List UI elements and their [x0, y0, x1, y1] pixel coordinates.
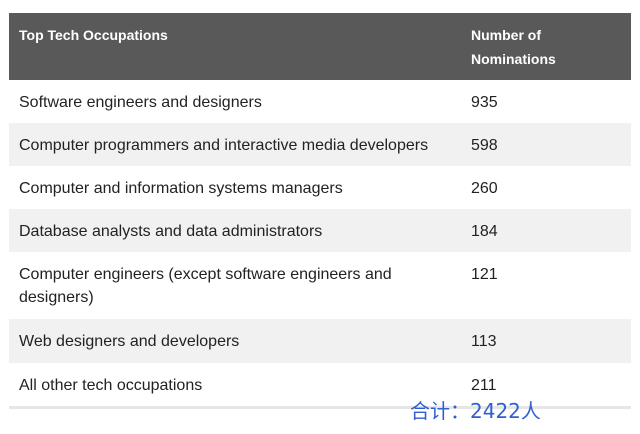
table-row: Database analysts and data administrator… — [9, 209, 631, 252]
total-annotation: 合计：2422人 — [410, 399, 541, 423]
table-row: All other tech occupations 211 — [9, 363, 631, 406]
table-bottom-border — [9, 406, 631, 409]
nominations-cell: 260 — [471, 180, 498, 197]
header-row: Top Tech Occupations Number of Nomination… — [9, 13, 631, 80]
table-row: Computer programmers and interactive med… — [9, 123, 631, 166]
occupation-cell: Computer engineers (except software engi… — [19, 266, 392, 306]
table-row: Computer engineers (except software engi… — [9, 252, 631, 319]
occupation-cell: Computer programmers and interactive med… — [19, 137, 429, 154]
nominations-cell: 121 — [471, 266, 498, 283]
nominations-cell: 211 — [471, 377, 497, 394]
nominations-cell: 598 — [471, 137, 498, 154]
table-row: Computer and information systems manager… — [9, 166, 631, 209]
table-header: Top Tech Occupations Number of Nomination… — [9, 13, 631, 80]
header-occupation: Top Tech Occupations — [19, 27, 168, 43]
nominations-cell: 935 — [471, 94, 498, 111]
occupation-cell: Database analysts and data administrator… — [19, 223, 323, 240]
header-nominations: Number of Nominations — [460, 13, 631, 80]
occupation-cell: Computer and information systems manager… — [19, 180, 343, 197]
table-row: Web designers and developers 113 — [9, 319, 631, 363]
nominations-cell: 184 — [471, 223, 498, 240]
occupations-table: Top Tech Occupations Number of Nomination… — [9, 13, 631, 406]
nominations-cell: 113 — [471, 333, 497, 350]
header-nominations-line1: Number of — [471, 27, 541, 43]
occupation-cell: Software engineers and designers — [19, 94, 262, 111]
table-body: Software engineers and designers 935 Com… — [9, 80, 631, 406]
table-row: Software engineers and designers 935 — [9, 80, 631, 123]
header-nominations-line2: Nominations — [471, 51, 556, 67]
occupation-cell: All other tech occupations — [19, 377, 203, 394]
occupations-table-container: Top Tech Occupations Number of Nomination… — [9, 13, 631, 406]
occupation-cell: Web designers and developers — [19, 333, 240, 350]
